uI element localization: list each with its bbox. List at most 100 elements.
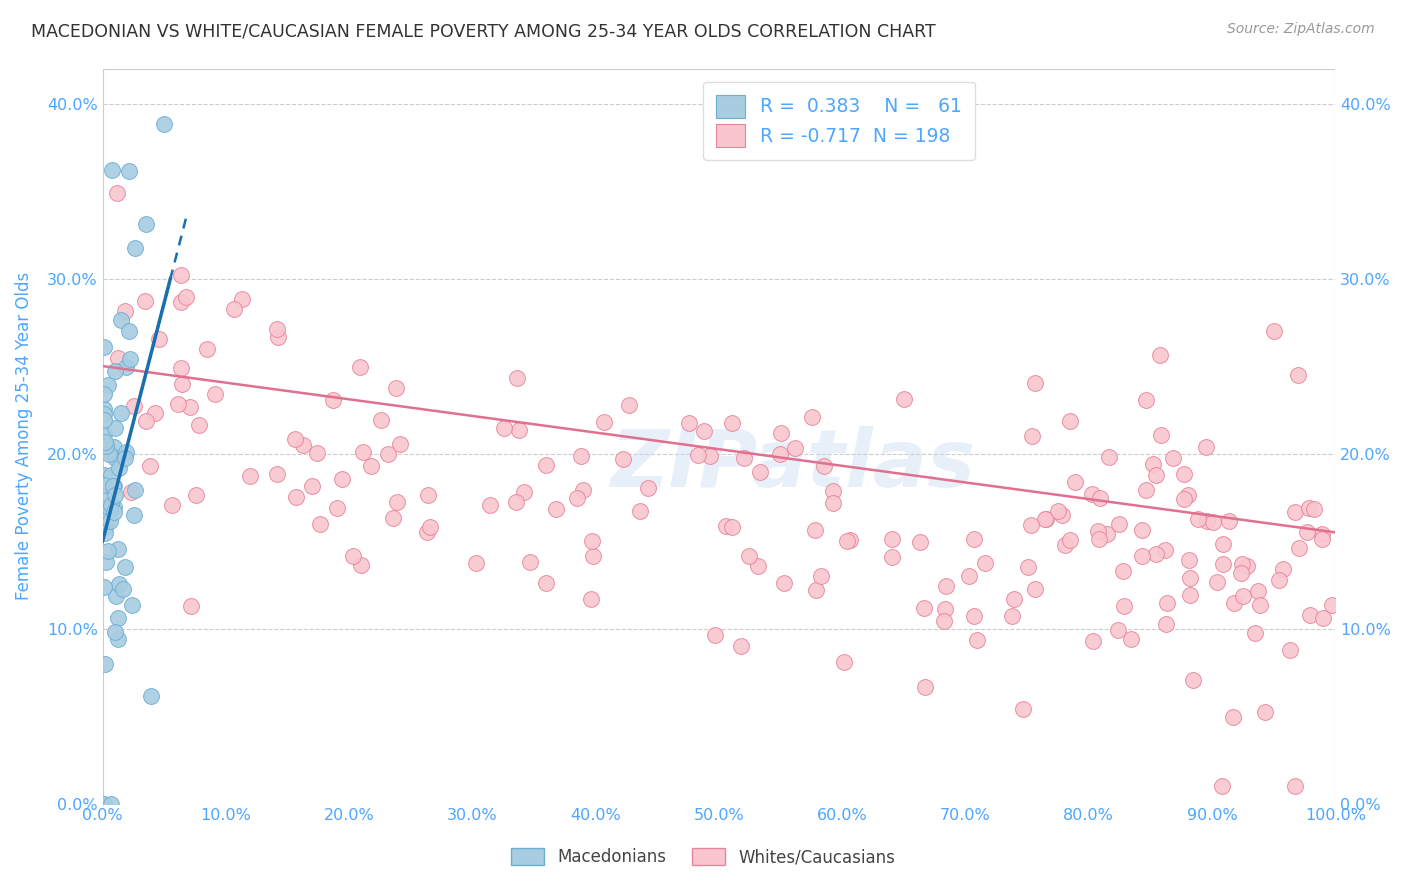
Point xyxy=(1081,487,1104,501)
Point xyxy=(534,575,557,590)
Point xyxy=(1021,518,1043,533)
Point xyxy=(143,407,166,421)
Point xyxy=(1180,571,1202,585)
Point xyxy=(1230,566,1253,581)
Point xyxy=(804,523,827,537)
Point xyxy=(104,450,127,465)
Point xyxy=(1236,559,1258,574)
Point xyxy=(465,556,488,570)
Point xyxy=(678,416,700,430)
Point xyxy=(1112,599,1135,614)
Text: Source: ZipAtlas.com: Source: ZipAtlas.com xyxy=(1227,22,1375,37)
Point xyxy=(738,549,761,563)
Point xyxy=(821,496,844,510)
Point xyxy=(893,392,915,406)
Point xyxy=(1144,468,1167,483)
Point xyxy=(416,525,439,540)
Point xyxy=(103,500,125,514)
Point xyxy=(1002,592,1025,607)
Point xyxy=(733,451,755,466)
Point xyxy=(111,582,134,597)
Point xyxy=(966,632,988,647)
Point xyxy=(804,582,827,597)
Point xyxy=(1177,488,1199,502)
Point xyxy=(1253,705,1275,719)
Point xyxy=(103,440,125,454)
Point xyxy=(1310,527,1333,541)
Point xyxy=(1033,511,1056,525)
Point xyxy=(534,458,557,473)
Point xyxy=(267,330,290,344)
Point xyxy=(231,293,253,307)
Point xyxy=(370,413,392,427)
Point xyxy=(107,186,129,200)
Point xyxy=(546,501,568,516)
Point xyxy=(100,468,122,483)
Point xyxy=(721,520,744,534)
Point xyxy=(637,481,659,495)
Point xyxy=(93,477,115,491)
Point xyxy=(1298,500,1320,515)
Point xyxy=(1187,512,1209,526)
Point xyxy=(416,487,439,501)
Point xyxy=(479,499,502,513)
Point xyxy=(187,417,209,432)
Point xyxy=(118,164,141,178)
Point xyxy=(1130,523,1153,537)
Point xyxy=(308,517,330,532)
Point xyxy=(352,444,374,458)
Point xyxy=(932,615,955,629)
Point xyxy=(1268,573,1291,587)
Point xyxy=(1024,376,1046,391)
Point xyxy=(1232,558,1254,572)
Point xyxy=(1320,598,1343,612)
Point xyxy=(1088,533,1111,547)
Point xyxy=(94,439,117,453)
Point xyxy=(1212,537,1234,551)
Point xyxy=(93,427,115,442)
Point xyxy=(115,445,138,459)
Point xyxy=(1195,515,1218,529)
Point xyxy=(114,559,136,574)
Point xyxy=(592,415,614,429)
Point xyxy=(1021,428,1043,442)
Point xyxy=(381,511,404,525)
Point xyxy=(139,459,162,474)
Point xyxy=(957,569,980,583)
Point xyxy=(148,332,170,346)
Point xyxy=(94,657,117,671)
Point xyxy=(93,797,115,811)
Point xyxy=(934,602,956,616)
Point xyxy=(94,520,117,534)
Point xyxy=(98,502,121,516)
Point xyxy=(107,542,129,557)
Point xyxy=(139,689,162,703)
Point xyxy=(569,449,592,463)
Point xyxy=(104,488,127,502)
Point xyxy=(612,451,634,466)
Point xyxy=(93,468,115,483)
Point xyxy=(582,549,605,564)
Point xyxy=(974,556,997,570)
Point xyxy=(180,599,202,614)
Point xyxy=(1212,558,1234,572)
Point xyxy=(1017,559,1039,574)
Point xyxy=(1181,673,1204,687)
Point xyxy=(291,437,314,451)
Point xyxy=(195,342,218,356)
Point xyxy=(153,117,176,131)
Point xyxy=(1284,779,1306,793)
Point xyxy=(1286,368,1309,382)
Point xyxy=(1046,504,1069,518)
Point xyxy=(1130,549,1153,563)
Point xyxy=(94,514,117,528)
Point xyxy=(494,421,516,435)
Point xyxy=(170,377,193,392)
Point xyxy=(98,514,121,528)
Point xyxy=(385,381,408,395)
Point xyxy=(1150,428,1173,442)
Point xyxy=(110,406,132,420)
Point xyxy=(1035,512,1057,526)
Point xyxy=(105,590,128,604)
Point xyxy=(1218,514,1240,528)
